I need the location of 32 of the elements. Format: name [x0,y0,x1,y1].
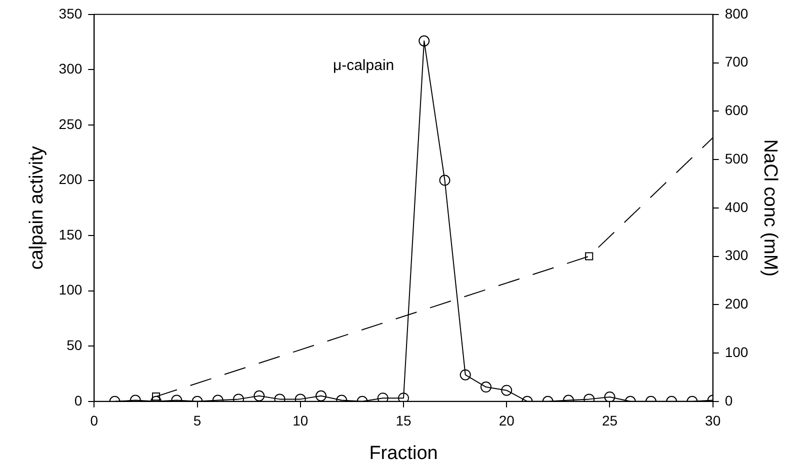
y-tick-label: 0 [74,392,82,408]
point [377,392,388,402]
y-tick-label: 350 [58,5,82,22]
y-tick-label: 150 [58,226,82,242]
point [418,35,430,46]
x-tick-label: 10 [292,412,308,429]
y-axis-title: calpain activity [26,146,48,270]
x-tick-label: 20 [498,412,515,429]
x-tick-label: 5 [193,412,202,429]
y-tick-label: 300 [58,60,82,77]
y2-tick-label: 700 [724,54,748,70]
y-tick-label: 200 [58,171,82,188]
y-tick-label: 50 [66,336,82,353]
x-axis-title: Fraction [369,442,438,464]
point [439,174,450,186]
y-tick-label: 250 [58,116,82,132]
x-tick-label: 25 [602,412,618,429]
y2-tick-label: 300 [724,247,748,264]
y-tick-label: 100 [58,282,82,298]
point [398,392,409,402]
y2-tick-label: 200 [724,296,748,312]
y2-tick-label: 600 [724,102,748,118]
y2-tick-label: 500 [724,150,748,166]
x-tick-label: 0 [90,412,98,429]
x-tick-label: 30 [705,412,721,429]
y2-tick-label: 100 [724,344,748,360]
y2-tick-label: 400 [724,198,748,215]
annotation: μ-calpain [332,57,394,74]
y2-tick-label: 0 [724,392,733,408]
y2-axis-title: NaCl conc (mM) [759,139,780,277]
x-tick-label: 15 [396,412,412,429]
y2-tick-label: 800 [724,5,748,22]
